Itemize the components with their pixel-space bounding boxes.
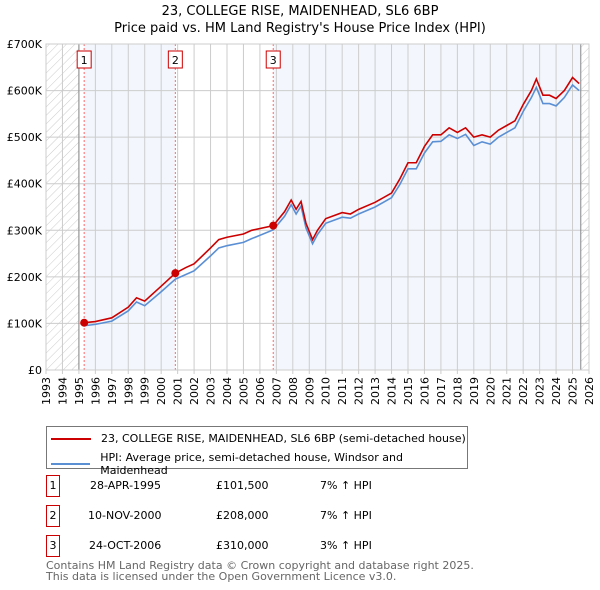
x-tick-label: 2008	[287, 377, 300, 405]
x-tick-label: 1995	[73, 377, 86, 405]
sale-marker-label: 3	[270, 54, 277, 67]
sale-date: 28-APR-1995	[90, 479, 162, 492]
sale-marker-label: 1	[81, 54, 88, 67]
sale-hpi: 7% ↑ HPI	[320, 509, 372, 522]
x-tick-label: 2015	[402, 377, 415, 405]
sale-point	[269, 221, 278, 230]
y-tick-label: £0	[28, 364, 42, 377]
x-tick-label: 2021	[501, 377, 514, 405]
sale-price: £208,000	[216, 509, 269, 522]
sale-hpi: 3% ↑ HPI	[320, 539, 372, 552]
x-tick-label: 2019	[468, 377, 481, 405]
sale-badge: 3	[46, 535, 60, 557]
sale-price: £310,000	[216, 539, 269, 552]
x-tick-label: 2013	[369, 377, 382, 405]
sale-point	[80, 318, 89, 327]
legend: 23, COLLEGE RISE, MAIDENHEAD, SL6 6BP (s…	[46, 426, 468, 477]
legend-label-property: 23, COLLEGE RISE, MAIDENHEAD, SL6 6BP (s…	[101, 432, 466, 445]
sale-row: 2 10-NOV-2000 £208,000 7% ↑ HPI	[46, 505, 446, 527]
x-tick-label: 1998	[122, 377, 135, 405]
sale-badge: 1	[46, 475, 60, 497]
footer-line: Contains HM Land Registry data © Crown c…	[46, 559, 474, 572]
x-tick-label: 2011	[336, 377, 349, 405]
x-tick-label: 2017	[435, 377, 448, 405]
sale-marker-label: 2	[172, 54, 179, 67]
x-tick-label: 2009	[303, 377, 316, 405]
chart-subtitle: Price paid vs. HM Land Registry's House …	[114, 21, 486, 36]
y-tick-label: £600K	[7, 85, 43, 98]
y-tick-label: £400K	[7, 178, 43, 191]
x-tick-label: 2005	[237, 377, 250, 405]
sale-marker-box	[167, 50, 183, 69]
x-tick-label: 2004	[221, 377, 234, 405]
shaded-period	[273, 44, 581, 370]
x-tick-label: 1996	[89, 377, 102, 405]
x-tick-label: 1997	[106, 377, 119, 405]
property-line	[84, 76, 580, 324]
sale-date: 24-OCT-2006	[89, 539, 162, 552]
x-tick-label: 2000	[155, 377, 168, 405]
legend-label-hpi: HPI: Average price, semi-detached house,…	[100, 451, 403, 477]
x-tick-label: 2006	[254, 377, 267, 405]
x-tick-label: 2022	[517, 377, 530, 405]
shaded-period	[84, 44, 176, 370]
footer: Contains HM Land Registry data © Crown c…	[46, 560, 474, 582]
sale-date: 10-NOV-2000	[88, 509, 162, 522]
sale-row: 1 28-APR-1995 £101,500 7% ↑ HPI	[46, 475, 446, 497]
x-tick-label: 2014	[386, 377, 399, 405]
y-tick-label: £500K	[7, 131, 43, 144]
sale-hpi: 7% ↑ HPI	[320, 479, 372, 492]
sale-price: £101,500	[216, 479, 269, 492]
sale-marker-box	[265, 50, 281, 69]
x-tick-label: 2002	[188, 377, 201, 405]
y-tick-label: £100K	[7, 317, 43, 330]
x-tick-label: 2024	[550, 377, 563, 405]
y-tick-label: £700K	[7, 38, 43, 51]
footer-line: This data is licensed under the Open Gov…	[46, 570, 397, 583]
x-tick-label: 2007	[270, 377, 283, 405]
x-tick-label: 1999	[139, 377, 152, 405]
x-tick-label: 2010	[320, 377, 333, 405]
legend-swatch-property	[51, 437, 91, 440]
hpi-line	[84, 83, 580, 327]
x-tick-label: 2023	[534, 377, 547, 405]
y-tick-label: £200K	[7, 271, 43, 284]
hatched-region	[580, 44, 589, 370]
x-tick-label: 2018	[451, 377, 464, 405]
x-tick-label: 2001	[172, 377, 185, 405]
price-chart: 1993 1994 1995 1996 1997 1998 1999 2000 2001 2002…	[7, 38, 596, 405]
sale-marker-box	[76, 50, 92, 69]
x-tick-label: 1994	[56, 377, 69, 405]
legend-swatch-hpi	[51, 463, 91, 465]
sale-point	[171, 269, 180, 278]
sale-row: 3 24-OCT-2006 £310,000 3% ↑ HPI	[46, 535, 446, 557]
y-tick-label: £300K	[7, 224, 43, 237]
x-tick-label: 2025	[567, 377, 580, 405]
plot-border	[45, 43, 590, 371]
x-tick-label: 2012	[353, 377, 366, 405]
x-tick-label: 2026	[583, 377, 596, 405]
x-tick-label: 1993	[40, 377, 53, 405]
x-tick-label: 2020	[484, 377, 497, 405]
chart-title: 23, COLLEGE RISE, MAIDENHEAD, SL6 6BP	[161, 4, 439, 19]
x-tick-label: 2003	[205, 377, 218, 405]
x-tick-label: 2016	[418, 377, 431, 405]
sale-badge: 2	[46, 505, 60, 527]
